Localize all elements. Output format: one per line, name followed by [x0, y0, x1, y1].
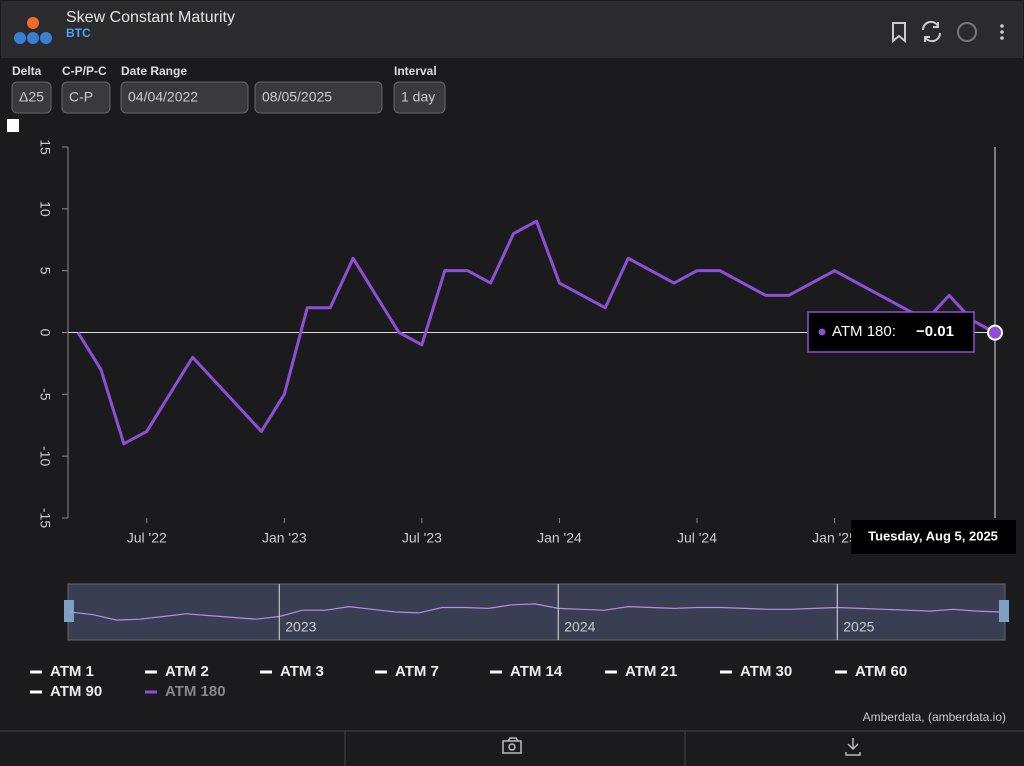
control-box[interactable]: [393, 81, 446, 114]
control-label: Interval: [394, 64, 437, 78]
navigator-tick-label: 2025: [843, 619, 874, 635]
expand-toggle[interactable]: [7, 119, 19, 132]
logo: [14, 17, 52, 44]
navigator-handle[interactable]: [999, 600, 1009, 622]
x-tick-label: Jan '24: [537, 530, 582, 546]
tooltip-box: [807, 311, 975, 353]
control-label: Delta: [12, 64, 42, 78]
legend-label[interactable]: ATM 30: [740, 663, 792, 680]
legend-label[interactable]: ATM 90: [50, 683, 102, 700]
legend-label[interactable]: ATM 1: [50, 663, 94, 680]
control-label: Date Range: [121, 64, 187, 78]
hover-point: [987, 324, 1003, 341]
x-tick-label: Jan '25: [812, 530, 857, 546]
navigator[interactable]: [67, 583, 1006, 641]
legend-label[interactable]: ATM 7: [395, 663, 439, 680]
x-tick-label: Jul '22: [127, 530, 167, 546]
control-value: C-P: [69, 89, 93, 105]
title: Skew Constant Maturity: [66, 9, 235, 26]
camera-lens: [508, 743, 516, 751]
date-tooltip: Tuesday, Aug 5, 2025: [868, 528, 998, 543]
header-bar: [1, 1, 1023, 58]
legend-label[interactable]: ATM 180: [165, 683, 226, 700]
navigator-tick-label: 2023: [285, 619, 316, 635]
control-label: C-P/P-C: [62, 64, 107, 78]
navigator-handle[interactable]: [64, 600, 74, 622]
tooltip-label: ATM 180:: [832, 323, 896, 340]
subtitle: BTC: [66, 26, 91, 40]
control-value: 1 day: [401, 89, 435, 105]
legend-label[interactable]: ATM 3: [280, 663, 324, 680]
legend-label[interactable]: ATM 14: [510, 663, 563, 680]
control-box[interactable]: [120, 81, 249, 114]
y-tick-label: -10: [37, 446, 53, 466]
camera-icon[interactable]: [502, 737, 522, 754]
control-value: 08/05/2025: [262, 89, 332, 105]
navigator-tick-label: 2024: [564, 619, 595, 635]
tooltip-value: −0.01: [916, 323, 954, 340]
x-tick-label: Jan '23: [262, 530, 307, 546]
menu-icon[interactable]: [1000, 24, 1004, 40]
y-tick-label: 0: [37, 329, 53, 337]
control-box[interactable]: [11, 81, 52, 114]
download-icon[interactable]: [845, 738, 861, 756]
y-tick-label: -15: [37, 508, 53, 528]
legend-label[interactable]: ATM 21: [625, 663, 677, 680]
y-tick-label: 5: [37, 267, 53, 275]
navigator-line: [69, 603, 1001, 621]
control-box[interactable]: [61, 81, 111, 114]
legend-label[interactable]: ATM 2: [165, 663, 209, 680]
credit: Amberdata, (amberdata.io): [863, 710, 1006, 724]
bookmark-icon[interactable]: [892, 22, 906, 44]
control-value: Δ25: [19, 89, 44, 105]
y-tick-label: -5: [37, 388, 53, 401]
y-tick-label: 10: [37, 201, 53, 217]
date-tooltip-box: [851, 520, 1016, 554]
bottom-bar: [0, 730, 1024, 766]
control-box[interactable]: [254, 81, 383, 114]
info-icon[interactable]: [957, 22, 977, 42]
tooltip-dot: [818, 328, 826, 336]
x-tick-label: Jul '23: [402, 530, 442, 546]
control-value: 04/04/2022: [128, 89, 198, 105]
refresh-icon[interactable]: [921, 20, 942, 43]
legend-label[interactable]: ATM 60: [855, 663, 907, 680]
x-tick-label: Jul '24: [677, 530, 717, 546]
y-tick-label: 15: [37, 139, 53, 155]
data-line: [76, 219, 996, 446]
